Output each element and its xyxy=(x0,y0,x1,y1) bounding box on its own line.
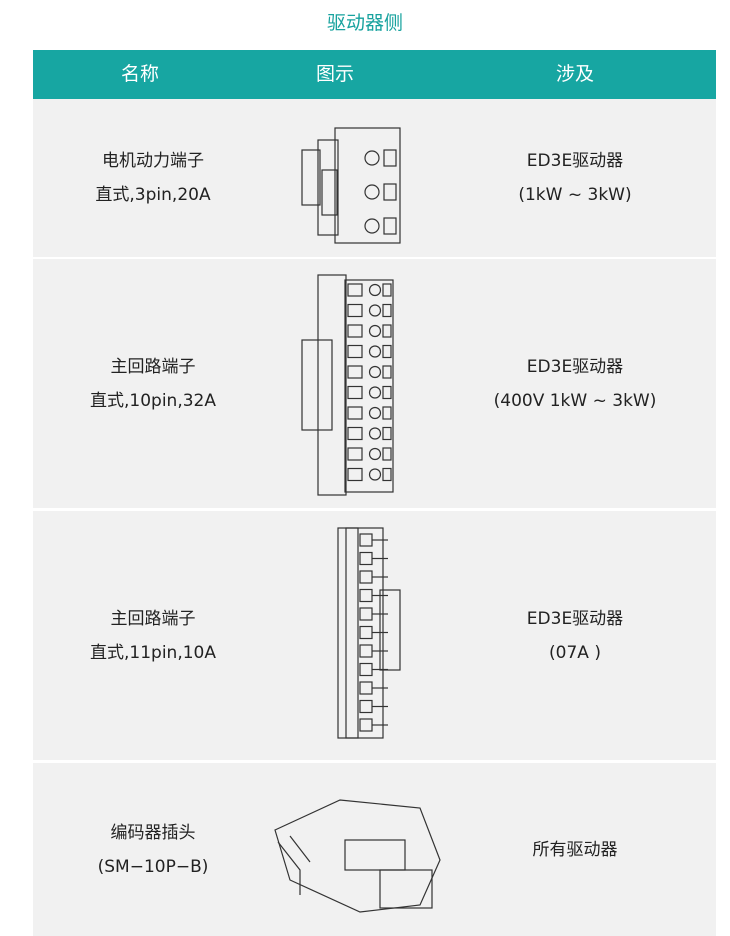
outline xyxy=(359,662,373,677)
outline xyxy=(368,345,382,358)
column-header: 名称 xyxy=(120,63,159,85)
name-line: 编码器插头 xyxy=(110,822,196,843)
outline xyxy=(347,344,363,359)
outline xyxy=(347,406,363,420)
name-cell: 主回路端子直式,11pin,10A xyxy=(33,602,273,670)
name-line: 直式,11pin,10A xyxy=(90,642,216,663)
applies-line: 所有驱动器 xyxy=(532,839,618,860)
outline xyxy=(368,365,382,379)
outline xyxy=(359,588,373,603)
outline xyxy=(359,699,373,714)
table-header: 名称 图示 涉及 xyxy=(33,50,716,99)
outline xyxy=(359,644,373,658)
outline xyxy=(382,283,392,297)
outline xyxy=(368,304,382,317)
outline xyxy=(382,426,392,441)
applies-line: (400V 1kW ~ 3kW) xyxy=(493,390,657,411)
name-line: 直式,10pin,32A xyxy=(90,390,216,411)
outline xyxy=(347,303,363,318)
outline xyxy=(347,447,363,461)
applies-line: ED3E驱动器 xyxy=(526,608,624,629)
outline xyxy=(359,533,373,547)
name-cell: 主回路端子直式,10pin,32A xyxy=(33,350,273,418)
outline xyxy=(347,426,363,441)
table-row: 主回路端子直式,11pin,10A ED3E驱动器 (07A ) xyxy=(33,511,716,760)
outline xyxy=(359,551,373,566)
outline xyxy=(347,385,363,400)
outline xyxy=(368,283,382,297)
outline xyxy=(382,467,392,482)
applies-line: (07A ) xyxy=(549,642,601,663)
applies-cell: 所有驱动器 xyxy=(455,833,695,867)
name-line: 电机动力端子 xyxy=(102,151,204,171)
name-line: 直式,3pin,20A xyxy=(95,185,211,205)
name-cell: 编码器插头 (SM−10P−B) xyxy=(33,816,273,884)
outline xyxy=(368,386,382,399)
outline xyxy=(347,467,363,482)
encoder-plug xyxy=(274,799,441,913)
outline xyxy=(382,385,392,400)
name-line: (SM−10P−B) xyxy=(97,856,209,877)
outline xyxy=(368,447,382,461)
applies-cell: ED3E驱动器 (1kW ~ 3kW) xyxy=(455,144,695,212)
outline xyxy=(382,303,392,318)
table-row: 电机动力端子 直式,3pin,20A ED3E驱动器 (1kW ~ 3kW) xyxy=(33,99,716,257)
terminal-11pin xyxy=(337,527,401,739)
name-line: 主回路端子 xyxy=(110,356,196,377)
outline xyxy=(382,365,392,379)
name-cell: 电机动力端子 直式,3pin,20A xyxy=(33,144,273,212)
outline xyxy=(368,427,382,440)
outline xyxy=(347,324,363,338)
outline xyxy=(382,447,392,461)
outline xyxy=(382,324,392,338)
applies-line: ED3E驱动器 xyxy=(526,151,624,171)
outline xyxy=(382,344,392,359)
column-header: 涉及 xyxy=(555,63,594,85)
outline xyxy=(359,625,373,640)
outline xyxy=(359,718,373,732)
applies-cell: ED3E驱动器 (400V 1kW ~ 3kW) xyxy=(455,350,695,418)
outline xyxy=(347,283,363,297)
outline xyxy=(368,406,382,420)
outline xyxy=(368,324,382,338)
table-row: 编码器插头 (SM−10P−B) 所有驱动器 xyxy=(33,763,716,936)
applies-cell: ED3E驱动器 (07A ) xyxy=(455,602,695,670)
outline xyxy=(368,468,382,481)
outline xyxy=(382,406,392,420)
name-line: 主回路端子 xyxy=(110,608,196,629)
table-row: 主回路端子直式,10pin,32A ED3E驱动器 (400V 1kW ~ 3kW) xyxy=(33,259,716,508)
outline xyxy=(359,570,373,584)
column-header: 图示 xyxy=(315,63,354,85)
outline xyxy=(347,365,363,379)
applies-line: (1kW ~ 3kW) xyxy=(518,185,632,205)
outline xyxy=(359,681,373,695)
page-title: 驱动器侧 xyxy=(326,12,403,34)
terminal-3pin xyxy=(301,127,401,244)
outline xyxy=(359,607,373,621)
terminal-10pin xyxy=(301,274,394,496)
applies-line: ED3E驱动器 xyxy=(526,356,624,377)
